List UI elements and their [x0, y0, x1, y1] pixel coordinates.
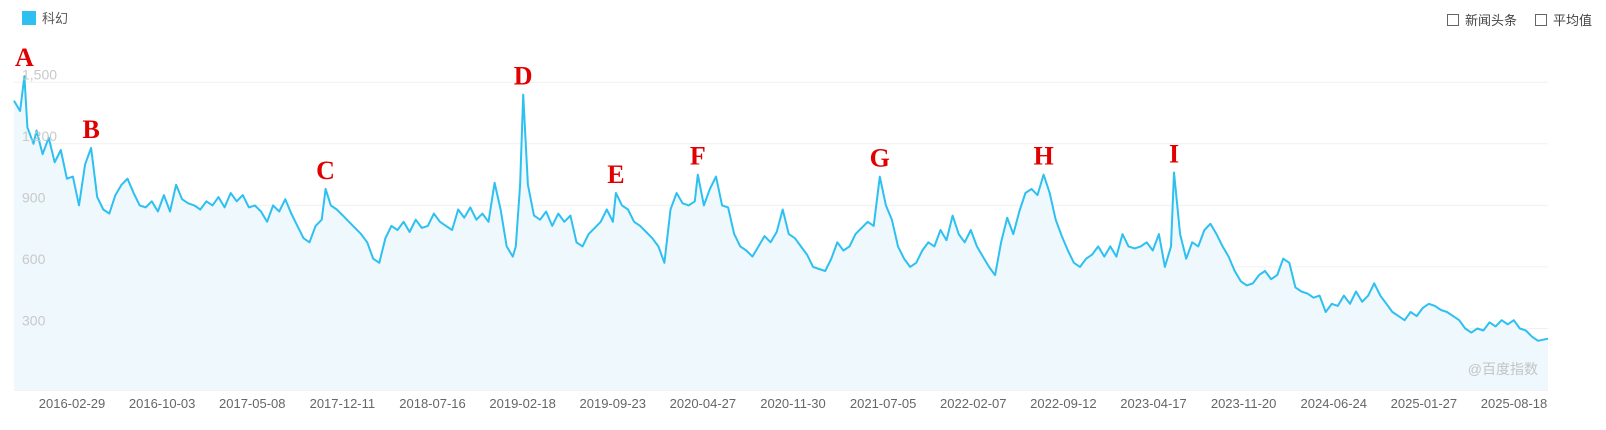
average-label: 平均值	[1552, 13, 1592, 28]
checkbox-icon[interactable]	[1534, 13, 1547, 26]
x-tick-label: 2020-04-27	[670, 396, 737, 411]
x-tick-label: 2023-11-20	[1211, 396, 1277, 411]
y-tick-label: 1,200	[22, 128, 57, 144]
area-fill	[14, 76, 1548, 390]
annotation-f: F	[690, 142, 706, 171]
chart-options: 新闻头条 平均值	[1446, 10, 1592, 29]
x-tick-label: 2018-07-16	[399, 396, 466, 411]
x-tick-label: 2016-10-03	[129, 396, 196, 411]
legend-label: 科幻	[42, 11, 69, 26]
x-tick-label: 2024-06-24	[1301, 396, 1368, 411]
series-path	[13, 75, 1549, 342]
news-headline-label: 新闻头条	[1464, 13, 1517, 28]
annotation-e: E	[607, 160, 624, 189]
x-tick-label: 2019-02-18	[489, 396, 556, 411]
x-axis: 2016-02-29 2016-10-03 2017-05-08 2017-12-11…	[39, 396, 1548, 411]
news-headline-toggle[interactable]: 新闻头条	[1446, 10, 1517, 29]
series-area	[14, 76, 1548, 390]
y-axis: 300 600 900 1,200 1,500	[22, 66, 57, 328]
annotation-c: C	[316, 156, 335, 185]
annotations: A B C D E F G H I	[15, 43, 1179, 189]
annotation-a: A	[15, 43, 34, 72]
x-tick-label: 2017-05-08	[219, 396, 286, 411]
watermark: @百度指数	[1468, 361, 1538, 377]
y-tick-label: 900	[22, 189, 46, 205]
annotation-i: I	[1169, 140, 1179, 169]
legend-swatch	[22, 10, 36, 25]
x-tick-label: 2016-02-29	[39, 396, 106, 411]
x-tick-label: 2023-04-17	[1120, 396, 1187, 411]
x-tick-label: 2019-09-23	[580, 396, 647, 411]
annotation-b: B	[82, 115, 99, 144]
annotation-g: G	[870, 144, 890, 173]
y-tick-label: 300	[22, 312, 46, 328]
x-tick-label: 2020-11-30	[760, 396, 826, 411]
x-tick-label: 2025-01-27	[1391, 396, 1458, 411]
y-tick-label: 1,500	[22, 66, 57, 82]
y-tick-label: 600	[22, 251, 46, 267]
series-line	[13, 75, 1549, 342]
x-tick-label: 2017-12-11	[310, 396, 376, 411]
average-toggle[interactable]: 平均值	[1534, 10, 1592, 29]
x-tick-label: 2021-07-05	[850, 396, 917, 411]
legend[interactable]: 科幻	[22, 8, 68, 27]
x-tick-label: 2022-02-07	[940, 396, 1007, 411]
x-tick-label: 2025-08-18	[1481, 396, 1548, 411]
annotation-h: H	[1033, 142, 1053, 171]
annotation-d: D	[514, 62, 533, 91]
x-tick-label: 2022-09-12	[1030, 396, 1097, 411]
checkbox-icon[interactable]	[1446, 13, 1459, 26]
